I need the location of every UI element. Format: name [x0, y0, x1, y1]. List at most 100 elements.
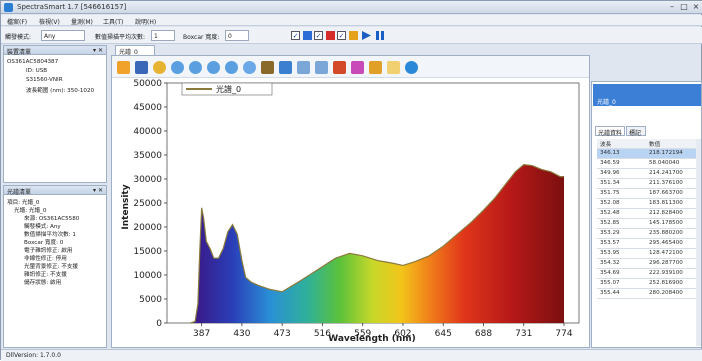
cell-value: 128.472100 [649, 250, 683, 256]
table-row[interactable]: 353.57 295.465400 [597, 239, 700, 249]
electric-checkbox[interactable]: ✓ [314, 31, 323, 40]
spectrum-panel-title: 光譜清單 [7, 189, 32, 196]
zoom-y-icon[interactable] [243, 61, 256, 74]
tree-node-source: 來源: OS361AC5580 [24, 216, 80, 222]
cell-wavelength: 352.08 [600, 200, 620, 206]
zoom-icon[interactable] [171, 61, 184, 74]
play-icon[interactable] [361, 30, 372, 41]
cell-value: 218.172194 [649, 150, 683, 156]
save-icon[interactable] [279, 61, 292, 74]
table-scrollbar[interactable] [696, 139, 701, 346]
avg-input[interactable]: 1 [151, 30, 175, 41]
menu-view[interactable]: 檢視(V) [39, 19, 60, 26]
spectrum-panel: 光譜清單 ▾ ✕ 項目: 光譜_0 光譜: 光譜_0 來源: OS361AC55… [3, 185, 107, 348]
tab-spectrum-data[interactable]: 光譜資料 [595, 126, 625, 137]
table-row[interactable]: 354.69 222.939100 [597, 269, 700, 279]
title-bar: SpectraSmart 1.7 [546616157] – □ × [1, 1, 702, 14]
tree-node-item[interactable]: 項目: 光譜_0 [7, 200, 40, 206]
table-row[interactable]: 352.08 183.811300 [597, 199, 700, 209]
dark-checkbox[interactable]: ✓ [291, 31, 300, 40]
autoscale-icon[interactable] [135, 61, 148, 74]
y-tick-label: 45000 [133, 103, 162, 113]
x-tick-label: 688 [475, 329, 492, 339]
window-title: SpectraSmart 1.7 [546616157] [17, 3, 127, 11]
cell-wavelength: 346.59 [600, 160, 620, 166]
acquisition-toolbar: 觸發模式: Any 數值掃描平均次數: 1 Boxcar 寬度: 0 ✓ ✓ ✓ [1, 27, 702, 44]
globe-icon[interactable] [405, 61, 418, 74]
table-row[interactable]: 355.44 280.208400 [597, 289, 700, 299]
trigger-select[interactable]: Any [41, 30, 85, 41]
pin-icon[interactable]: ▾ ✕ [93, 187, 103, 194]
copy-icon[interactable] [297, 61, 310, 74]
minimize-icon[interactable]: – [670, 2, 674, 11]
cursor-icon[interactable] [261, 61, 274, 74]
tree-node-nonlinear: 非線性修正: 停用 [24, 256, 67, 262]
tree-node-boxcar: Boxcar 寬度: 0 [24, 240, 64, 246]
tab-markers[interactable]: 標記 [626, 126, 646, 137]
peak-icon[interactable] [333, 61, 346, 74]
spectrum-line [190, 163, 565, 324]
tree-node-stray: 光暈背景修正: 不支援 [24, 264, 79, 270]
open-icon[interactable] [117, 61, 130, 74]
nonlinear-icon [349, 31, 358, 40]
tree-node-avg: 數值掃描平均次數: 1 [24, 232, 76, 238]
table-row[interactable]: 354.32 296.287700 [597, 259, 700, 269]
tree-node-range: 波長範圍 (nm): 350-1020 [26, 88, 95, 94]
table-row[interactable]: 351.75 187.663700 [597, 189, 700, 199]
cell-value: 187.663700 [649, 190, 683, 196]
tree-node-spectrum[interactable]: 光譜: 光譜_0 [14, 208, 47, 214]
table-row[interactable]: 346.13 218.172194 [597, 149, 700, 159]
light-icon[interactable] [387, 61, 400, 74]
menu-tools[interactable]: 工具(T) [103, 19, 124, 26]
pause-icon[interactable] [375, 30, 386, 41]
y-tick-label: 50000 [133, 79, 162, 89]
cell-wavelength: 353.57 [600, 240, 620, 246]
zoom-x-icon[interactable] [225, 61, 238, 74]
table-row[interactable]: 353.95 128.472100 [597, 249, 700, 259]
spectrum-chart[interactable]: 0 5000 10000 15000 20000 25000 30000 35000 40000… [112, 79, 589, 347]
y-tick-label: 20000 [133, 223, 162, 233]
menu-help[interactable]: 說明(H) [135, 19, 157, 26]
table-row[interactable]: 355.07 252.816900 [597, 279, 700, 289]
menu-file[interactable]: 檔案(F) [7, 19, 28, 26]
table-row[interactable]: 346.59 58.040040 [597, 159, 700, 169]
table-row[interactable]: 349.96 214.241700 [597, 169, 700, 179]
selected-spectrum-box[interactable]: 光譜_0 [593, 84, 701, 106]
nonlinear-checkbox[interactable]: ✓ [337, 31, 346, 40]
x-tick-label: 731 [515, 329, 532, 339]
spectrum-panel-header: 光譜清單 ▾ ✕ [4, 186, 106, 196]
cell-value: 222.939100 [649, 270, 683, 276]
boxcar-input[interactable]: 0 [225, 30, 249, 41]
tab-spectrum[interactable]: 光譜_0 [115, 45, 155, 56]
marker-icon[interactable] [369, 61, 382, 74]
tree-node-device[interactable]: OS361AC5804387 [7, 59, 59, 65]
menu-bar: 檔案(F) 檢視(V) 量測(M) 工具(T) 說明(H) [1, 15, 702, 26]
table-row[interactable]: 352.48 212.828400 [597, 209, 700, 219]
close-icon[interactable]: × [692, 2, 700, 11]
x-tick-label: 602 [394, 329, 411, 339]
spectrum-document: 0 5000 10000 15000 20000 25000 30000 35000 40000… [111, 55, 590, 348]
color-icon[interactable] [351, 61, 364, 74]
table-row[interactable]: 353.29 235.880200 [597, 229, 700, 239]
zoom-out-icon[interactable] [207, 61, 220, 74]
y-axis-label: Intensity [121, 184, 131, 229]
table-row[interactable]: 351.34 211.376100 [597, 179, 700, 189]
print-icon[interactable] [315, 61, 328, 74]
pan-icon[interactable] [153, 61, 166, 74]
cell-value: 295.465400 [649, 240, 683, 246]
maximize-icon[interactable]: □ [680, 2, 688, 11]
pin-icon[interactable]: ▾ ✕ [93, 47, 103, 54]
chart-legend: 光譜_0 [181, 82, 273, 96]
tree-node-model: S31560-VNIR [26, 77, 63, 83]
zoom-in-icon[interactable] [189, 61, 202, 74]
menu-measure[interactable]: 量測(M) [71, 19, 93, 26]
trigger-label: 觸發模式: [5, 34, 32, 41]
col-header-wavelength: 波長 [600, 142, 612, 148]
cell-value: 211.376100 [649, 180, 683, 186]
cell-wavelength: 351.34 [600, 180, 620, 186]
y-tick-label: 40000 [133, 127, 162, 137]
cell-wavelength: 355.44 [600, 290, 620, 296]
table-row[interactable]: 352.85 145.178500 [597, 219, 700, 229]
status-text: DllVersion: 1.7.0.0 [6, 352, 61, 359]
